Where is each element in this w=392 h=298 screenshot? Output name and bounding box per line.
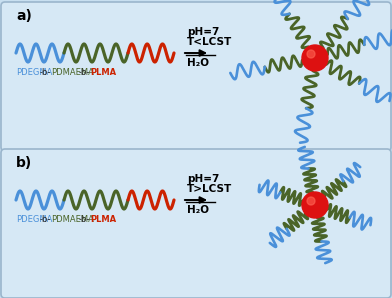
Text: -b-: -b- bbox=[78, 68, 90, 77]
Text: -b-: -b- bbox=[78, 215, 90, 224]
FancyBboxPatch shape bbox=[1, 149, 391, 298]
Text: pH=7: pH=7 bbox=[187, 27, 220, 37]
Text: PDEGMA: PDEGMA bbox=[16, 68, 53, 77]
Text: PDMAEMA: PDMAEMA bbox=[51, 215, 94, 224]
Text: pH=7: pH=7 bbox=[187, 174, 220, 184]
Text: PLMA: PLMA bbox=[90, 68, 116, 77]
Circle shape bbox=[302, 45, 328, 71]
Text: H₂O: H₂O bbox=[187, 58, 209, 68]
Text: -b-: -b- bbox=[40, 68, 51, 77]
Text: T<LCST: T<LCST bbox=[187, 37, 232, 47]
Text: H₂O: H₂O bbox=[187, 205, 209, 215]
Text: T>LCST: T>LCST bbox=[187, 184, 232, 194]
FancyBboxPatch shape bbox=[1, 2, 391, 151]
Circle shape bbox=[307, 197, 315, 205]
Text: PDMAEMA: PDMAEMA bbox=[51, 68, 94, 77]
Circle shape bbox=[302, 192, 328, 218]
Text: a): a) bbox=[16, 9, 32, 23]
Circle shape bbox=[307, 50, 315, 58]
Text: PDEGMA: PDEGMA bbox=[16, 215, 53, 224]
Text: -b-: -b- bbox=[40, 215, 51, 224]
Text: PLMA: PLMA bbox=[90, 215, 116, 224]
Text: b): b) bbox=[16, 156, 32, 170]
